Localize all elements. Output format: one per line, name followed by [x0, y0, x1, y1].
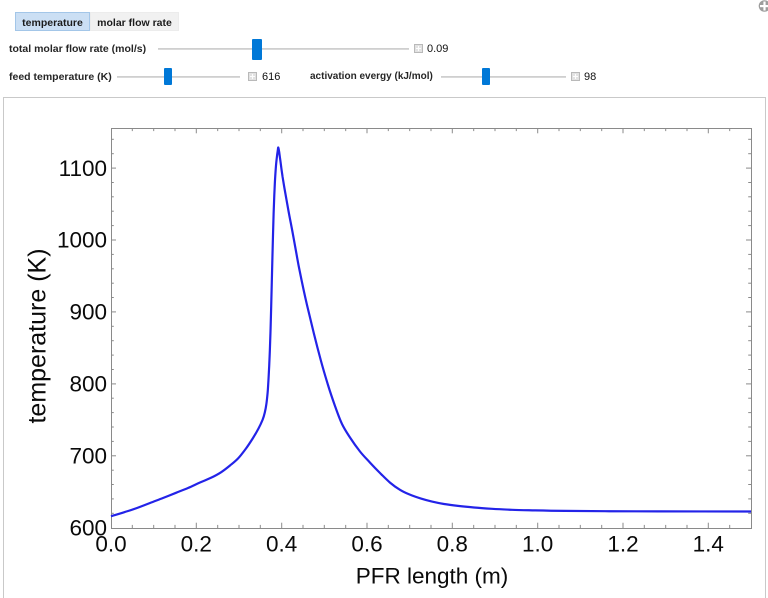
svg-text:0.2: 0.2	[181, 531, 212, 556]
svg-text:800: 800	[69, 372, 107, 397]
svg-text:1.2: 1.2	[607, 531, 638, 556]
svg-text:1100: 1100	[59, 156, 107, 181]
svg-text:1000: 1000	[57, 228, 107, 253]
svg-text:0.6: 0.6	[351, 531, 382, 556]
svg-text:1.4: 1.4	[693, 531, 724, 556]
svg-text:700: 700	[69, 444, 107, 469]
svg-text:900: 900	[69, 300, 107, 325]
svg-text:600: 600	[69, 515, 107, 540]
svg-text:temperature (K): temperature (K)	[24, 248, 52, 423]
svg-text:0.0: 0.0	[95, 531, 126, 556]
svg-text:PFR length (m): PFR length (m)	[356, 564, 509, 589]
svg-text:0.8: 0.8	[437, 531, 468, 556]
svg-text:1.0: 1.0	[522, 531, 553, 556]
svg-text:0.4: 0.4	[266, 531, 297, 556]
